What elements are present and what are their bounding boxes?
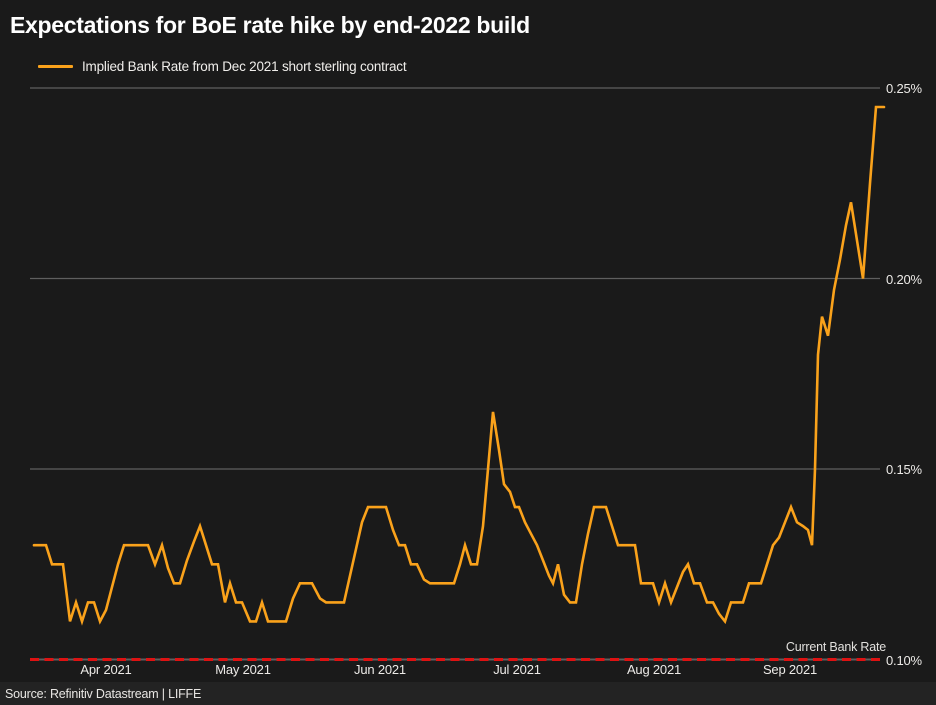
- source-bar: Source: Refinitiv Datastream | LIFFE: [0, 682, 936, 705]
- y-axis-tick-label: 0.20%: [886, 271, 922, 287]
- implied-bank-rate-line: [32, 105, 886, 626]
- x-axis-tick-label: May 2021: [215, 662, 271, 677]
- y-axis-tick-label: 0.10%: [886, 652, 922, 668]
- current-bank-rate-annotation: Current Bank Rate: [785, 640, 886, 654]
- legend-line-swatch: [38, 64, 73, 68]
- x-axis-tick-label: Jul 2021: [493, 662, 541, 677]
- legend: Implied Bank Rate from Dec 2021 short st…: [38, 58, 407, 74]
- y-axis-tick-label: 0.15%: [886, 462, 922, 477]
- x-axis-tick-label: Sep 2021: [762, 662, 818, 677]
- y-axis-tick-label: 0.25%: [886, 81, 922, 96]
- legend-label: Implied Bank Rate from Dec 2021 short st…: [82, 58, 407, 74]
- x-axis-tick-label: Jun 2021: [354, 662, 406, 677]
- x-axis-tick-label: Aug 2021: [626, 662, 682, 677]
- chart-title: Expectations for BoE rate hike by end-20…: [10, 12, 530, 38]
- x-axis-tick-label: Apr 2021: [80, 662, 132, 677]
- source-attribution: Source: Refinitiv Datastream | LIFFE: [5, 686, 202, 701]
